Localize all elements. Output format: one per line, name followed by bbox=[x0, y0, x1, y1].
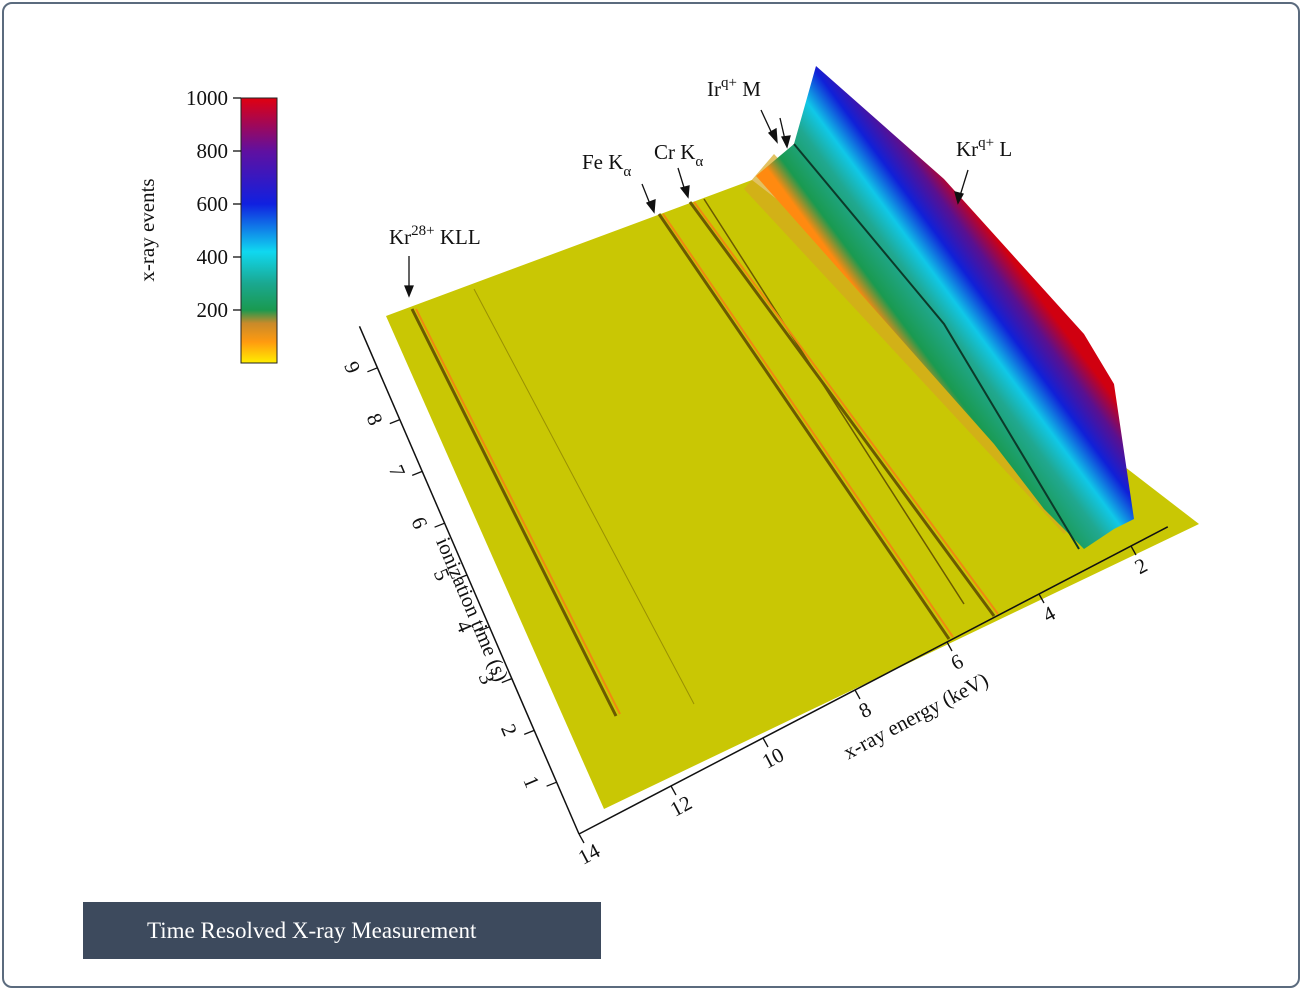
colorbar-tick-label: 1000 bbox=[186, 86, 228, 110]
energy-tick bbox=[671, 786, 676, 795]
energy-tick bbox=[579, 834, 584, 843]
colorbar-tick-label: 400 bbox=[197, 245, 229, 269]
annotation-sub: α bbox=[623, 164, 631, 180]
annotation-base: Kr bbox=[389, 225, 411, 249]
time-tick bbox=[367, 368, 377, 372]
time-tick-label: 3 bbox=[474, 669, 500, 688]
annotation-base: Fe K bbox=[582, 150, 623, 174]
card: x-ray events x-ray energy (keV) ionizati… bbox=[2, 2, 1300, 988]
time-tick-label: 1 bbox=[518, 772, 544, 791]
annotation: Cr Kα bbox=[654, 140, 703, 170]
time-tick-label: 2 bbox=[496, 720, 522, 739]
time-tick bbox=[412, 471, 422, 475]
energy-tick bbox=[855, 690, 860, 699]
energy-tick-label: 10 bbox=[758, 742, 788, 773]
annotation: Krq+ L bbox=[956, 135, 1012, 161]
annotation-sup: q+ bbox=[978, 135, 994, 151]
time-tick bbox=[524, 730, 534, 734]
annotation-sup: q+ bbox=[721, 75, 737, 91]
colorbar-tick-label: 600 bbox=[197, 192, 229, 216]
annotation-rest: L bbox=[994, 137, 1012, 161]
time-tick-label: 9 bbox=[339, 358, 365, 377]
colorbar-tick-label: 200 bbox=[197, 298, 229, 322]
colorbar-label: x-ray events bbox=[135, 178, 159, 281]
time-tick-label: 7 bbox=[384, 461, 410, 480]
time-tick bbox=[547, 782, 557, 786]
caption: Time Resolved X-ray Measurement bbox=[83, 902, 601, 959]
annotation: Irq+ M bbox=[707, 75, 761, 101]
annotation-sup: 28+ bbox=[411, 223, 434, 239]
colorbar bbox=[241, 98, 277, 363]
colorbar-tick-label: 800 bbox=[197, 139, 229, 163]
annotation-base: Kr bbox=[956, 137, 978, 161]
time-tick bbox=[435, 523, 445, 527]
energy-tick bbox=[763, 738, 768, 747]
energy-tick-label: 6 bbox=[947, 649, 968, 675]
figure: x-ray events x-ray energy (keV) ionizati… bbox=[4, 4, 1306, 998]
time-tick-label: 8 bbox=[362, 410, 388, 429]
time-tick-label: 6 bbox=[406, 513, 432, 532]
energy-tick-label: 8 bbox=[855, 697, 876, 723]
energy-tick-label: 2 bbox=[1131, 553, 1152, 579]
annotation-rest: M bbox=[737, 77, 761, 101]
annotation: Kr28+ KLL bbox=[389, 223, 481, 249]
annotation-rest: KLL bbox=[435, 225, 481, 249]
annotation-sub: α bbox=[695, 154, 703, 170]
energy-tick-label: 14 bbox=[574, 838, 604, 869]
energy-tick-label: 4 bbox=[1039, 601, 1060, 627]
annotation-base: Ir bbox=[707, 77, 721, 101]
time-tick bbox=[390, 420, 400, 424]
annotation: Fe Kα bbox=[582, 150, 631, 180]
annotation-base: Cr K bbox=[654, 140, 695, 164]
energy-tick-label: 12 bbox=[666, 790, 696, 821]
